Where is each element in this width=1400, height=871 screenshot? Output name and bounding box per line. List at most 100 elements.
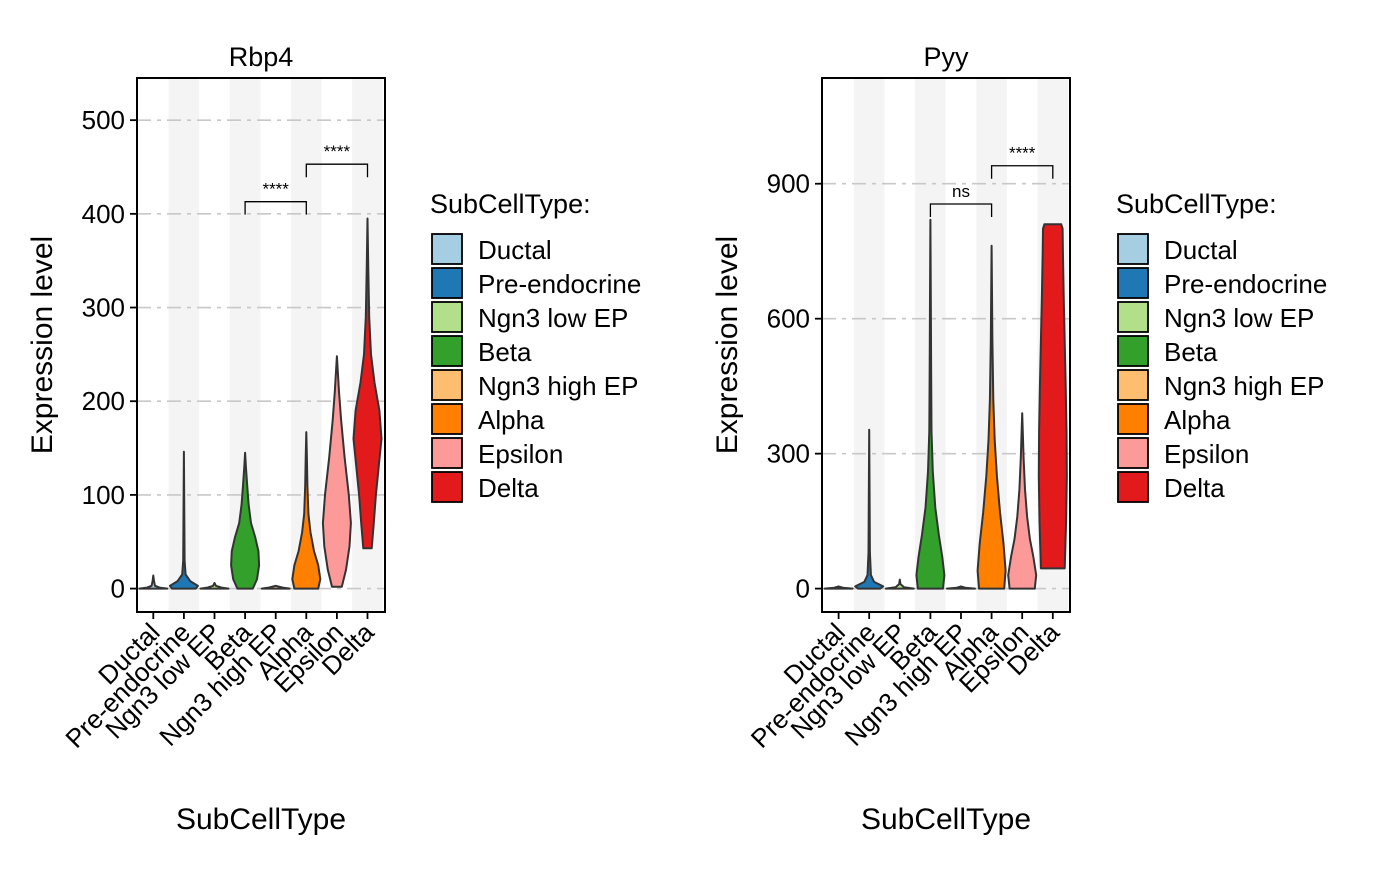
legend-label: Pre-endocrine bbox=[1164, 269, 1327, 299]
panel-rbp4: **** **** 0 100 200 300 400 500 Ductal Pre-endocr… bbox=[26, 42, 641, 836]
comparison-label: ns bbox=[952, 182, 970, 201]
legend-swatch bbox=[1117, 369, 1149, 401]
legend-swatch bbox=[1117, 301, 1149, 333]
comparison-bracket bbox=[305, 163, 369, 178]
legend-label: Ngn3 high EP bbox=[478, 371, 638, 401]
legend-item-ductal: Ductal bbox=[431, 233, 552, 265]
legend-swatch bbox=[1117, 403, 1149, 435]
panel-border bbox=[136, 77, 386, 613]
legend-label: Alpha bbox=[478, 405, 545, 435]
violin-epsilon bbox=[1007, 412, 1038, 590]
legend-swatch bbox=[431, 403, 463, 435]
y-tick-label: 200 bbox=[82, 386, 125, 416]
panel-pyy: ns **** 0 300 600 900 Ductal Pre-endocrine Ngn3 … bbox=[711, 42, 1327, 836]
y-tick-label: 0 bbox=[111, 574, 125, 604]
legend-label: Delta bbox=[478, 473, 539, 503]
violin-beta bbox=[915, 218, 946, 590]
legend-label: Ngn3 low EP bbox=[478, 303, 628, 333]
comparison-beta-alpha: **** bbox=[244, 180, 307, 215]
y-axis-label: Expression level bbox=[711, 236, 744, 454]
legend-item-ngn3-low-ep: Ngn3 low EP bbox=[1117, 301, 1314, 333]
legend-item-delta: Delta bbox=[1117, 471, 1225, 503]
violin-ductal bbox=[823, 585, 854, 590]
legend-item-epsilon: Epsilon bbox=[431, 437, 563, 469]
legend-swatch bbox=[431, 301, 463, 333]
legend-swatch bbox=[431, 335, 463, 367]
legend-item-alpha: Alpha bbox=[1117, 403, 1231, 435]
panel-title: Pyy bbox=[923, 42, 969, 72]
comparison-beta-alpha: ns bbox=[929, 182, 993, 217]
comparison-alpha-delta: **** bbox=[990, 144, 1054, 179]
legend: SubCellType: Ductal Pre-endocrine Ngn3 low … bbox=[1116, 189, 1327, 503]
legend-swatch bbox=[1117, 233, 1149, 265]
comparison-bracket bbox=[929, 203, 993, 217]
violin-ngn3-low-ep bbox=[884, 578, 915, 590]
legend-label: Ductal bbox=[478, 235, 552, 265]
legend-swatch bbox=[1117, 267, 1149, 299]
legend-swatch bbox=[431, 369, 463, 401]
y-tick-label: 300 bbox=[767, 439, 810, 469]
legend-label: Ductal bbox=[1164, 235, 1238, 265]
legend-label: Beta bbox=[1164, 337, 1218, 367]
violin-alpha bbox=[291, 431, 322, 590]
y-axis-label: Expression level bbox=[26, 236, 59, 454]
legend-item-pre-endocrine: Pre-endocrine bbox=[431, 267, 641, 299]
comparison-bracket bbox=[244, 201, 307, 215]
panel-border bbox=[821, 77, 1071, 613]
y-tick-label: 300 bbox=[82, 293, 125, 323]
violin-epsilon bbox=[321, 355, 352, 588]
legend-item-pre-endocrine: Pre-endocrine bbox=[1117, 267, 1327, 299]
legend-swatch bbox=[431, 267, 463, 299]
legend-label: Epsilon bbox=[1164, 439, 1249, 469]
y-tick-label: 0 bbox=[796, 574, 810, 604]
legend-item-beta: Beta bbox=[1117, 335, 1218, 367]
violin-ductal bbox=[138, 574, 169, 590]
violin-ngn3-high-ep bbox=[946, 585, 976, 590]
legend: SubCellType: Ductal Pre-endocrine Ngn3 low … bbox=[430, 189, 641, 503]
legend-label: Ngn3 low EP bbox=[1164, 303, 1314, 333]
legend-swatch bbox=[1117, 437, 1149, 469]
y-tick-label: 500 bbox=[82, 105, 125, 135]
legend-label: Alpha bbox=[1164, 405, 1231, 435]
x-axis-label: SubCellType bbox=[861, 803, 1031, 836]
comparison-label: **** bbox=[324, 142, 351, 161]
violin-pre-endocrine bbox=[854, 428, 885, 590]
violin-alpha bbox=[976, 244, 1007, 590]
violin-ngn3-low-ep bbox=[199, 582, 230, 590]
y-tick-label: 600 bbox=[767, 304, 810, 334]
legend-label: Epsilon bbox=[478, 439, 563, 469]
y-tick-label: 900 bbox=[767, 169, 810, 199]
legend-item-ngn3-high-ep: Ngn3 high EP bbox=[431, 369, 638, 401]
legend-item-ngn3-high-ep: Ngn3 high EP bbox=[1117, 369, 1324, 401]
legend-item-ngn3-low-ep: Ngn3 low EP bbox=[431, 301, 628, 333]
violin-delta bbox=[352, 217, 383, 550]
legend-label: Beta bbox=[478, 337, 532, 367]
panel-title: Rbp4 bbox=[229, 42, 294, 72]
comparison-bracket bbox=[990, 165, 1054, 179]
y-tick-label: 400 bbox=[82, 199, 125, 229]
legend-swatch bbox=[431, 233, 463, 265]
comparison-alpha-delta: **** bbox=[305, 142, 369, 178]
legend-title: SubCellType: bbox=[1116, 189, 1277, 219]
legend-title: SubCellType: bbox=[430, 189, 591, 219]
legend-item-delta: Delta bbox=[431, 471, 539, 503]
violin-pre-endocrine bbox=[168, 450, 199, 590]
legend-label: Ngn3 high EP bbox=[1164, 371, 1324, 401]
violin-ngn3-high-ep bbox=[260, 584, 291, 590]
comparison-label: **** bbox=[262, 180, 289, 199]
legend-swatch bbox=[1117, 335, 1149, 367]
x-axis-label: SubCellType bbox=[176, 803, 346, 836]
legend-swatch bbox=[431, 437, 463, 469]
y-tick-label: 100 bbox=[82, 480, 125, 510]
legend-item-alpha: Alpha bbox=[431, 403, 545, 435]
violin-beta bbox=[230, 451, 261, 590]
legend-item-ductal: Ductal bbox=[1117, 233, 1238, 265]
legend-item-beta: Beta bbox=[431, 335, 532, 367]
legend-label: Pre-endocrine bbox=[478, 269, 641, 299]
comparison-label: **** bbox=[1009, 144, 1036, 163]
violin-delta bbox=[1037, 223, 1068, 570]
legend-item-epsilon: Epsilon bbox=[1117, 437, 1249, 469]
legend-label: Delta bbox=[1164, 473, 1225, 503]
